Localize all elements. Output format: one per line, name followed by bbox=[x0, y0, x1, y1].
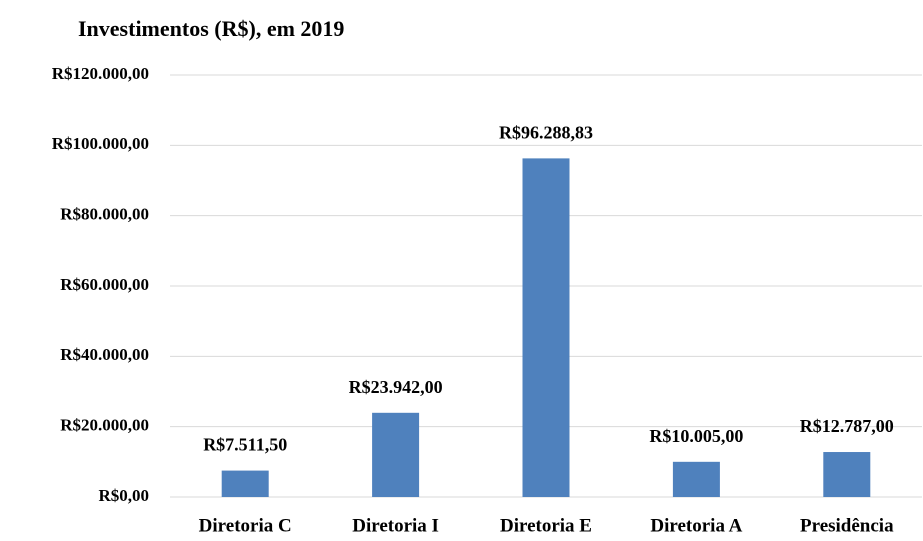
y-tick-label: R$0,00 bbox=[98, 486, 149, 505]
x-tick-label: Diretoria C bbox=[199, 515, 292, 536]
value-label: R$96.288,83 bbox=[499, 123, 593, 143]
y-tick-label: R$120.000,00 bbox=[52, 64, 149, 83]
bar bbox=[372, 412, 420, 497]
y-tick-label: R$60.000,00 bbox=[60, 275, 149, 294]
value-label: R$10.005,00 bbox=[649, 426, 743, 446]
bar bbox=[823, 452, 871, 497]
value-label: R$7.511,50 bbox=[203, 435, 287, 455]
y-tick-label: R$80.000,00 bbox=[60, 205, 149, 224]
chart-title: Investimentos (R$), em 2019 bbox=[78, 16, 344, 41]
value-label: R$23.942,00 bbox=[349, 377, 443, 397]
bar bbox=[672, 461, 720, 497]
y-tick-label: R$40.000,00 bbox=[60, 345, 149, 364]
bar bbox=[522, 158, 570, 497]
x-tick-label: Diretoria E bbox=[500, 515, 592, 536]
value-label: R$12.787,00 bbox=[800, 416, 894, 436]
y-tick-label: R$100.000,00 bbox=[52, 134, 149, 153]
bar bbox=[221, 470, 269, 497]
x-tick-label: Presidência bbox=[800, 515, 894, 536]
x-tick-label: Diretoria I bbox=[352, 515, 439, 536]
x-tick-label: Diretoria A bbox=[650, 515, 742, 536]
y-tick-label: R$20.000,00 bbox=[60, 416, 149, 435]
